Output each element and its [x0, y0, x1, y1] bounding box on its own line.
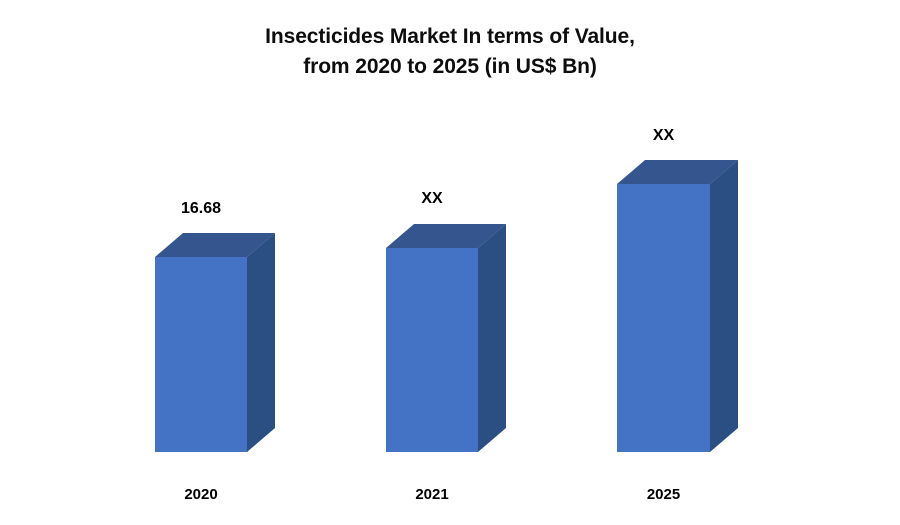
- bar-2020-front-face: [155, 257, 247, 452]
- bar-2021-front-face: [386, 248, 478, 452]
- bar-2021-side-face: [478, 224, 506, 452]
- category-label-2020: 2020: [184, 486, 218, 503]
- data-label-2025: XX: [652, 127, 675, 144]
- data-label-2021: XX: [421, 190, 443, 207]
- chart-title: Insecticides Market In terms of Value, f…: [0, 22, 900, 82]
- category-label-2025: 2025: [646, 486, 681, 503]
- chart-title-line-1: Insecticides Market In terms of Value,: [265, 25, 635, 48]
- data-label-2020: 16.68: [180, 200, 222, 217]
- category-label-2021: 2021: [415, 486, 449, 503]
- bar-2025-front-face: [617, 184, 710, 452]
- chart-title-line-2: from 2020 to 2025 (in US$ Bn): [303, 54, 597, 78]
- bar-2025-side-face: [710, 160, 738, 452]
- bar-2020-side-face: [247, 233, 275, 452]
